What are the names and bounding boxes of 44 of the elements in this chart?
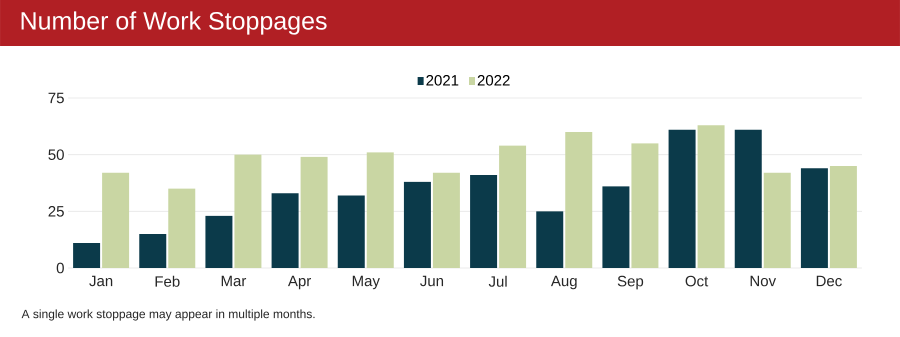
x-tick-label: May: [352, 276, 380, 290]
x-tick-label: Apr: [288, 276, 311, 290]
bar: [300, 156, 328, 268]
chart-title: Number of Work Stoppages: [22, 11, 327, 35]
x-tick-label: Jul: [488, 276, 507, 287]
x-tick-label: Nov: [750, 276, 776, 286]
y-tick-label: 75: [48, 92, 64, 104]
x-tick-label: Feb: [156, 276, 180, 287]
y-tick-label: 25: [48, 206, 64, 217]
x-tick-label: Dec: [816, 276, 842, 286]
bar: [102, 172, 130, 268]
bar: [73, 243, 100, 268]
bar: [404, 182, 431, 268]
bar: [366, 152, 394, 268]
x-tick-label: Jan: [89, 276, 112, 286]
bar: [764, 172, 791, 268]
bar: [234, 154, 262, 268]
bar: [139, 234, 166, 268]
bar: [631, 143, 658, 268]
bar: [338, 195, 365, 268]
x-tick-label: Sep: [618, 276, 644, 290]
x-tick-label: Aug: [550, 276, 577, 290]
y-tick-label: 50: [48, 149, 64, 160]
x-tick-label: Mar: [222, 276, 246, 286]
text: A single work stoppage may appear in multiple months.: [22, 309, 315, 321]
bar: [602, 186, 630, 268]
bar: [800, 168, 828, 268]
legend-label: 2021: [426, 75, 458, 86]
bar: [536, 211, 564, 268]
bar: [272, 193, 299, 268]
bar: [698, 125, 725, 268]
bar: [168, 188, 196, 268]
bar: [734, 130, 762, 268]
bar: [470, 175, 498, 268]
bar: [205, 216, 232, 268]
bar: [499, 146, 526, 268]
bar: [668, 130, 696, 268]
bar: [830, 166, 857, 268]
x-tick-label: Jun: [420, 276, 444, 286]
x-tick-label: Oct: [686, 276, 708, 286]
y-tick-label: 0: [56, 262, 64, 274]
bar: [565, 132, 592, 268]
legend-label: 2022: [478, 75, 510, 86]
bar: [432, 172, 460, 268]
